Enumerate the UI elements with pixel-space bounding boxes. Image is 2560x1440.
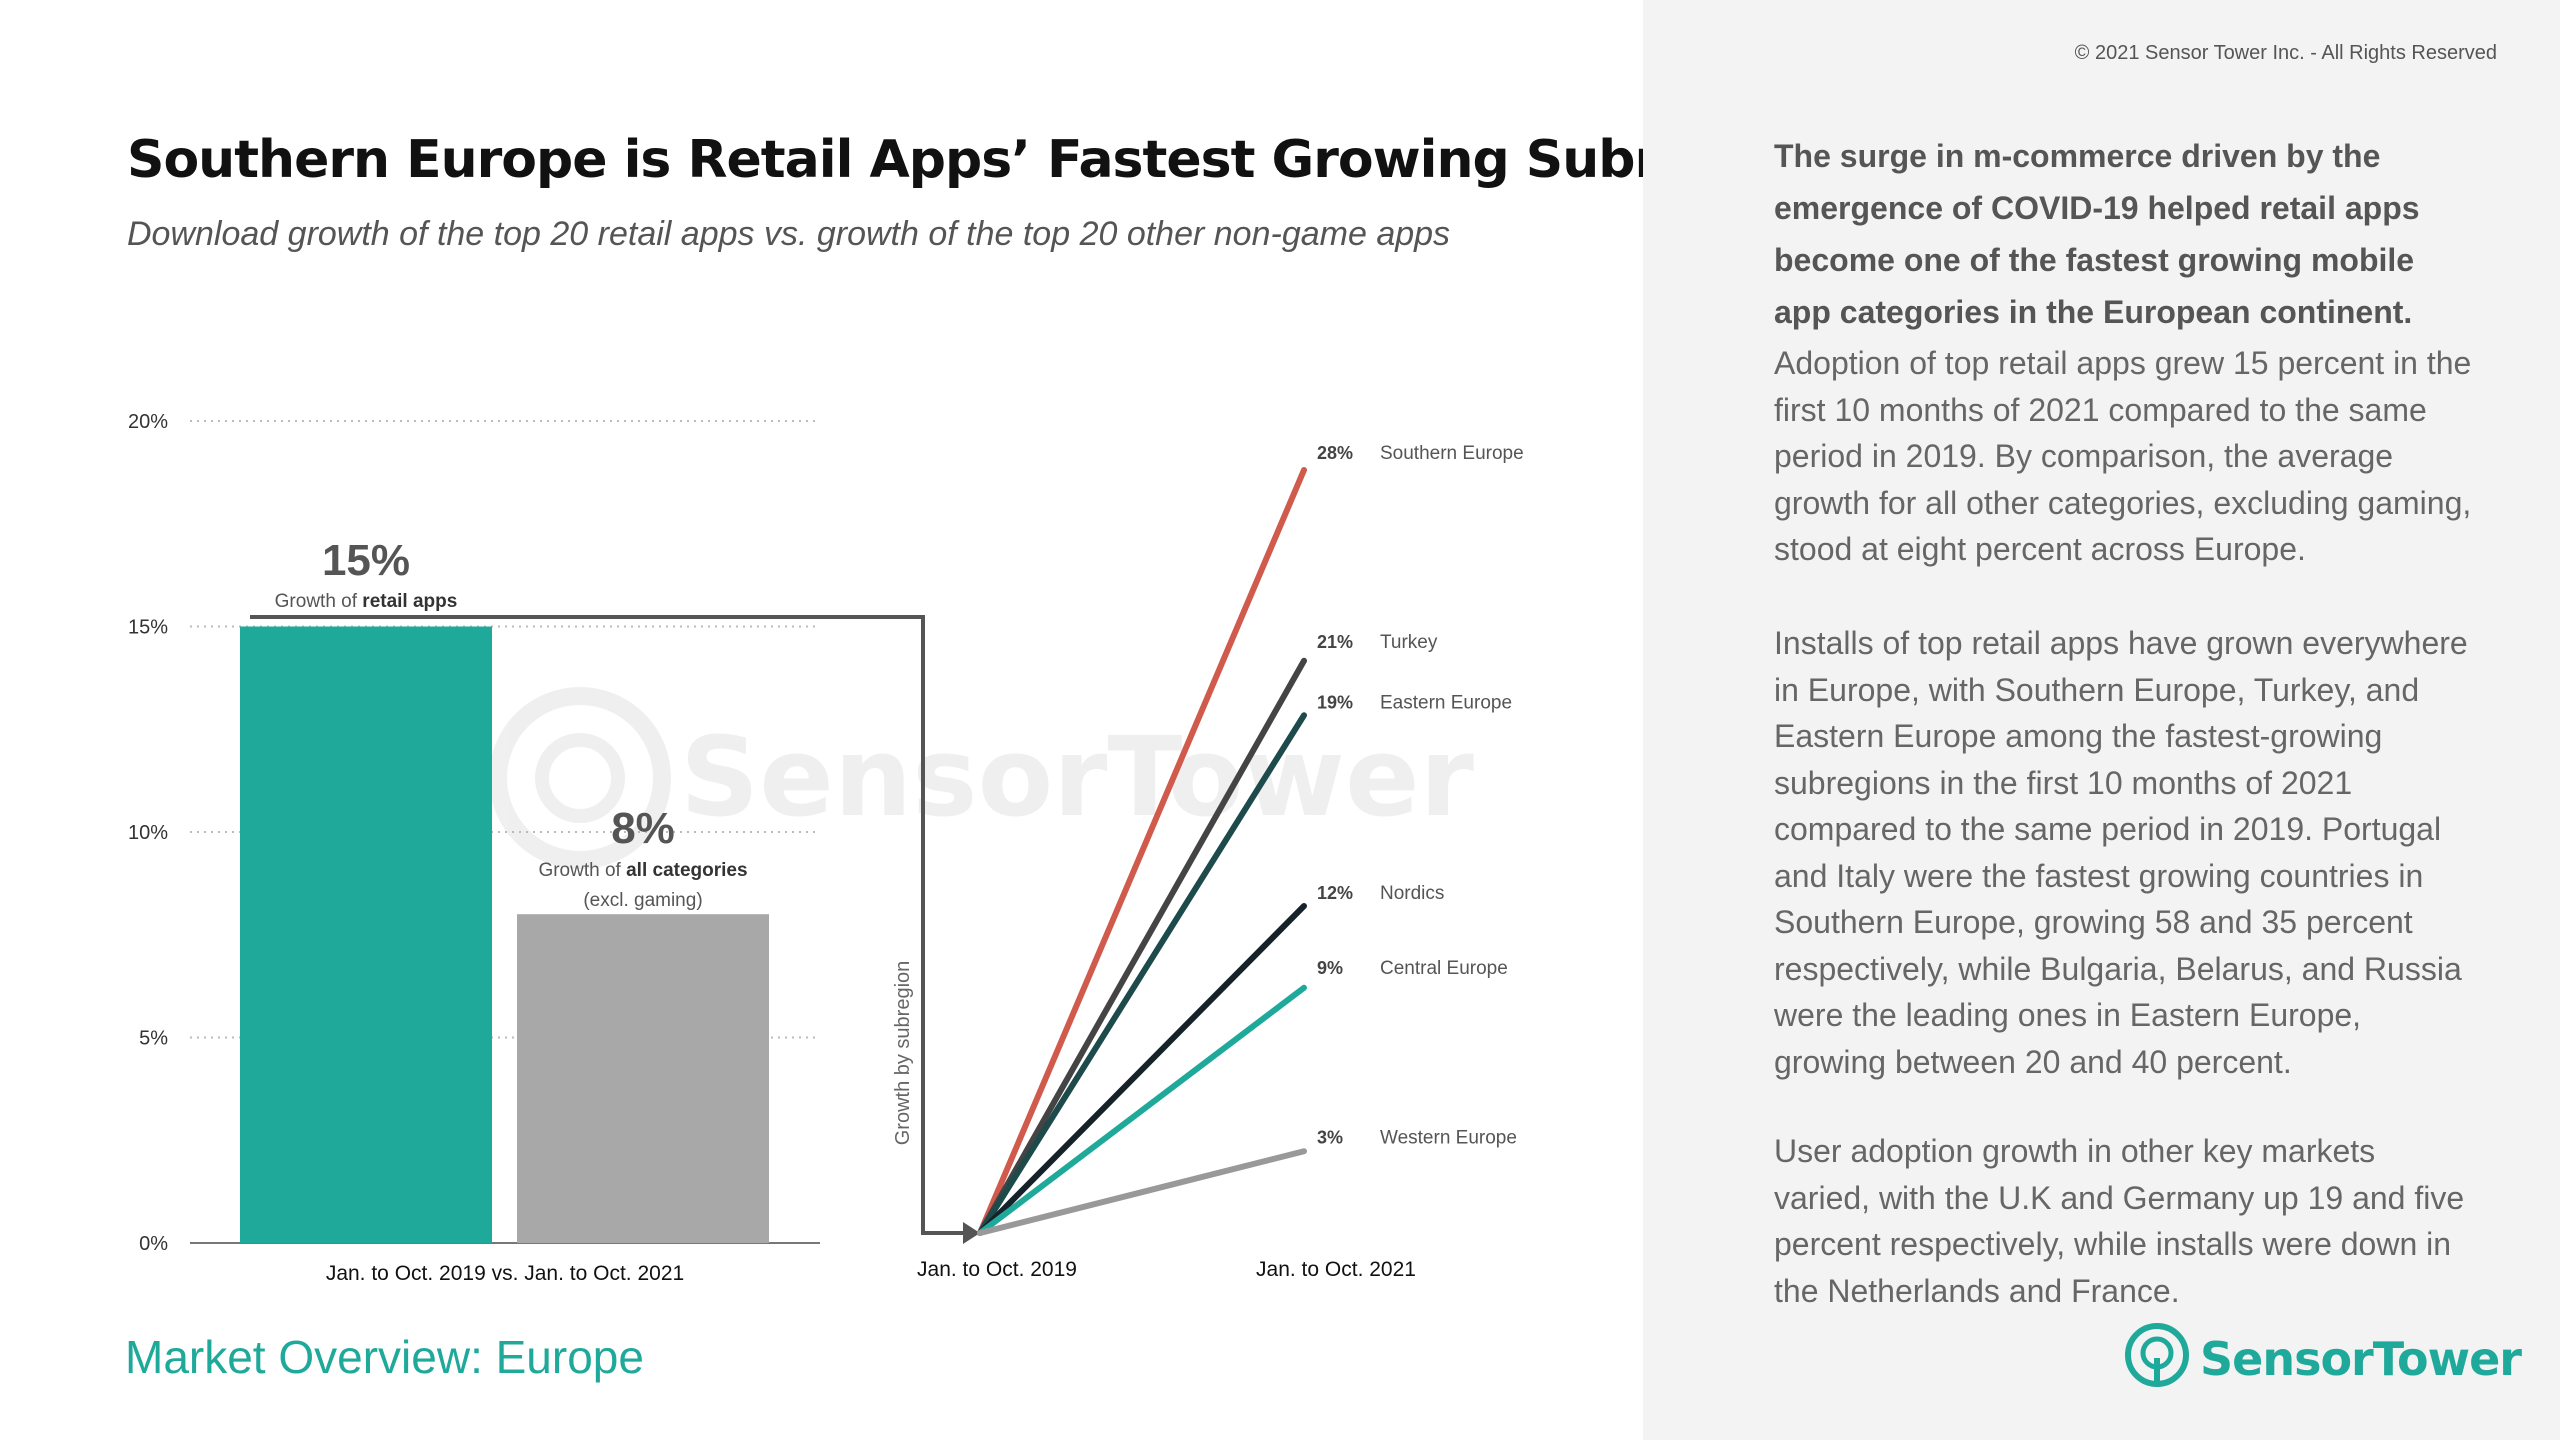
series-value-label: 12% <box>1317 883 1353 903</box>
watermark-text: SensorTower <box>680 713 1474 841</box>
series-name-label: Western Europe <box>1380 1127 1517 1148</box>
copyright-notice: © 2021 Sensor Tower Inc. - All Rights Re… <box>2074 42 2497 64</box>
bar-caption: Growth of all categories <box>538 860 747 881</box>
chart-area: SensorTower 0% 5% 10% 15% 20% 15% Growth of r… <box>128 411 1524 1285</box>
subregion-axis-label: Growth by subregion <box>892 961 914 1146</box>
series-name-label: Turkey <box>1380 632 1438 653</box>
page-subtitle: Download growth of the top 20 retail app… <box>127 215 1451 253</box>
series-value-label: 9% <box>1317 958 1343 978</box>
commentary-paragraph-1: Adoption of top retail apps grew 15 perc… <box>1774 345 2472 567</box>
bar-retail-apps <box>240 626 492 1243</box>
subregion-labels: 28% Southern Europe 21% Turkey 19% Eastern Eu… <box>1317 443 1524 1148</box>
series-value-label: 3% <box>1317 1127 1343 1147</box>
page-title: Southern Europe is Retail Apps’ Fastest … <box>127 130 1818 190</box>
subregion-lines <box>977 467 1307 1236</box>
commentary-panel: © 2021 Sensor Tower Inc. - All Rights Re… <box>1643 0 2560 1440</box>
series-line-nordics <box>977 903 1307 1236</box>
y-tick-label: 0% <box>139 1233 168 1255</box>
commentary-paragraph-2: Installs of top retail apps have grown e… <box>1774 625 2468 1080</box>
connector-line <box>250 615 966 1235</box>
sensor-tower-logo: SensorTower <box>2122 1320 2522 1392</box>
sensor-tower-logo-icon <box>2125 1323 2189 1387</box>
bar-all-categories <box>517 914 769 1243</box>
series-line-turkey <box>977 657 1307 1236</box>
series-name-label: Southern Europe <box>1380 443 1524 464</box>
y-tick-label: 10% <box>128 822 168 844</box>
connector-arrowhead-icon <box>963 1222 980 1244</box>
bar-chart-y-ticks: 0% 5% 10% 15% 20% <box>128 411 168 1255</box>
series-line-central-europe <box>977 984 1307 1236</box>
line-x-label-end: Jan. to Oct. 2021 <box>1256 1258 1416 1281</box>
series-line-southern-europe <box>977 467 1307 1236</box>
commentary-lead: The surge in m-commerce driven by the em… <box>1774 138 2420 330</box>
watermark-icon <box>489 687 671 869</box>
series-value-label: 28% <box>1317 443 1353 463</box>
bar-value-label: 8% <box>611 804 675 853</box>
y-tick-label: 15% <box>128 617 168 639</box>
watermark: SensorTower <box>489 687 1474 869</box>
series-name-label: Nordics <box>1380 883 1444 904</box>
sensor-tower-logo-text: SensorTower <box>2200 1332 2522 1386</box>
series-name-label: Central Europe <box>1380 958 1508 979</box>
bar-chart-labels: 15% Growth of retail apps 8% Growth of all … <box>275 536 748 911</box>
bar-chart-x-label: Jan. to Oct. 2019 vs. Jan. to Oct. 2021 <box>326 1262 684 1285</box>
bar-caption-line2: (excl. gaming) <box>583 890 702 911</box>
line-x-label-start: Jan. to Oct. 2019 <box>917 1258 1077 1281</box>
series-value-label: 21% <box>1317 632 1353 652</box>
series-line-western-europe <box>977 1148 1307 1236</box>
commentary-paragraph-3: User adoption growth in other key market… <box>1774 1133 2465 1309</box>
series-line-eastern-europe <box>977 712 1307 1236</box>
series-value-label: 19% <box>1317 692 1353 712</box>
bar-value-label: 15% <box>322 536 410 585</box>
bar-chart-bars <box>240 626 769 1243</box>
watermark-icon-inner <box>535 733 625 823</box>
footer-title: Market Overview: Europe <box>125 1331 644 1383</box>
main-panel: Southern Europe is Retail Apps’ Fastest … <box>125 130 1819 1383</box>
y-tick-label: 20% <box>128 411 168 433</box>
series-name-label: Eastern Europe <box>1380 692 1512 713</box>
y-tick-label: 5% <box>139 1028 168 1050</box>
bar-caption: Growth of retail apps <box>275 591 458 612</box>
